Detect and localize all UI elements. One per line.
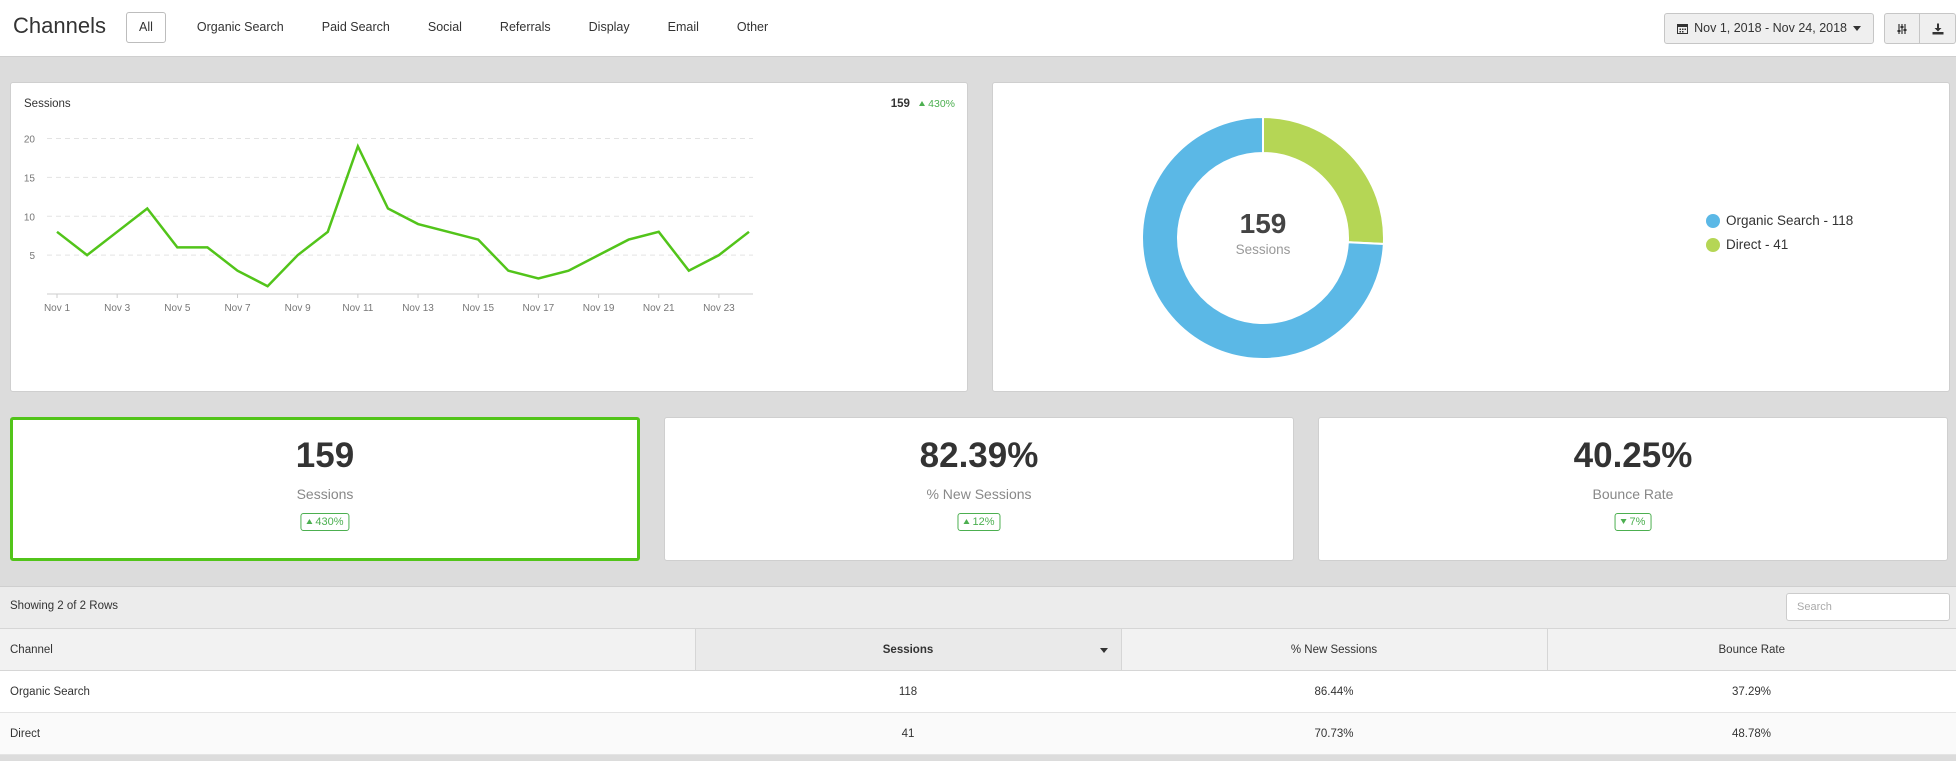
donut-slice-organic-search[interactable] xyxy=(1141,115,1385,360)
cell-sessions: 41 xyxy=(695,712,1121,755)
top-header: Channels All Organic Search Paid Search … xyxy=(0,0,1956,57)
tab-other[interactable]: Other xyxy=(736,20,769,34)
table-row[interactable]: Direct 41 70.73% 48.78% xyxy=(0,712,1956,755)
column-header-channel[interactable]: Channel xyxy=(0,628,696,671)
kpi-value: 40.25% xyxy=(1573,436,1693,475)
page-title: Channels xyxy=(13,13,106,38)
chevron-down-icon xyxy=(1853,26,1861,31)
x-tick-label: Nov 5 xyxy=(164,303,191,314)
x-tick-label: Nov 17 xyxy=(523,303,555,314)
x-tick-label: Nov 7 xyxy=(224,303,251,314)
kpi-change-value: 12% xyxy=(972,516,995,528)
kpi-value: 82.39% xyxy=(919,436,1039,475)
line-chart-total: 159 430% xyxy=(891,98,955,110)
kpi-label: Sessions xyxy=(296,486,354,502)
tab-social[interactable]: Social xyxy=(427,20,462,34)
kpi-change-badge: 430% xyxy=(300,513,350,531)
header-icon-group xyxy=(1884,13,1956,44)
tab-referrals[interactable]: Referrals xyxy=(499,20,551,34)
x-tick-label: Nov 11 xyxy=(342,303,373,314)
header-actions: Nov 1, 2018 - Nov 24, 2018 xyxy=(1664,13,1956,44)
column-header-bounce-rate[interactable]: Bounce Rate xyxy=(1547,628,1956,671)
sort-desc-icon xyxy=(1099,648,1108,653)
channel-donut-chart xyxy=(1141,115,1385,360)
donut-legend: Organic Search - 118 Direct - 41 xyxy=(1706,213,1853,261)
cell-sessions: 118 xyxy=(695,670,1121,713)
x-tick-label: Nov 9 xyxy=(285,303,312,314)
cell-new-sessions: 70.73% xyxy=(1121,712,1547,755)
y-tick-label: 20 xyxy=(24,135,36,146)
channel-donut-card: 159 Sessions Organic Search - 118 Direct… xyxy=(992,82,1950,392)
cell-bounce-rate: 48.78% xyxy=(1547,712,1956,755)
download-button[interactable] xyxy=(1920,13,1956,44)
y-tick-label: 15 xyxy=(24,173,36,184)
table-row[interactable]: Organic Search 118 86.44% 37.29% xyxy=(0,670,1956,713)
arrow-up-icon xyxy=(306,519,313,524)
x-tick-label: Nov 15 xyxy=(462,303,494,314)
kpi-value: 159 xyxy=(295,436,355,475)
column-header-sessions[interactable]: Sessions xyxy=(695,628,1122,671)
x-tick-label: Nov 21 xyxy=(643,303,675,314)
cell-new-sessions: 86.44% xyxy=(1121,670,1547,713)
arrow-down-icon xyxy=(1620,519,1627,524)
donut-center-value: 159 xyxy=(1239,208,1287,239)
x-tick-label: Nov 19 xyxy=(583,303,615,314)
search-input[interactable] xyxy=(1786,593,1950,621)
legend-dot-direct xyxy=(1706,237,1720,252)
line-chart-title: Sessions xyxy=(24,98,71,110)
kpi-change-value: 7% xyxy=(1629,516,1646,528)
arrow-up-icon xyxy=(919,101,926,106)
kpi-change-badge: 12% xyxy=(957,513,1001,531)
line-chart-total-value: 159 xyxy=(890,98,910,110)
settings-sliders-icon xyxy=(1897,23,1907,34)
tab-all[interactable]: All xyxy=(126,12,166,43)
sessions-line-chart: 5 10 15 20 Nov 1 Nov 3 Nov 5 Nov 7 Nov 9 Nov 11 No… xyxy=(24,135,753,314)
legend-dot-organic-search xyxy=(1706,213,1720,228)
column-header-label: Sessions xyxy=(882,643,934,656)
kpi-change-value: 430% xyxy=(315,516,344,528)
download-icon xyxy=(1932,23,1943,34)
sessions-line-chart-card: Sessions 159 430% 5 10 15 20 Nov 1 Nov 3 Nov 5… xyxy=(10,82,968,392)
cell-channel: Organic Search xyxy=(0,670,695,713)
kpi-bounce-rate[interactable]: 40.25% Bounce Rate 7% xyxy=(1318,417,1948,561)
kpi-label: % New Sessions xyxy=(926,486,1032,502)
line-chart-change-value: 430% xyxy=(928,98,955,110)
donut-center-label: Sessions xyxy=(1235,242,1291,257)
kpi-label: Bounce Rate xyxy=(1592,486,1674,502)
table-header-row: Channel Sessions % New Sessions Bounce R… xyxy=(0,628,1956,671)
calendar-icon xyxy=(1677,24,1689,34)
kpi-new-sessions[interactable]: 82.39% % New Sessions 12% xyxy=(664,417,1294,561)
tab-organic-search[interactable]: Organic Search xyxy=(196,20,284,34)
sessions-series-line xyxy=(56,143,750,288)
channel-tabs: All Organic Search Paid Search Social Re… xyxy=(126,12,789,43)
y-tick-label: 5 xyxy=(29,251,35,262)
x-tick-label: Nov 3 xyxy=(104,303,131,314)
row-count-text: Showing 2 of 2 Rows xyxy=(10,600,119,612)
legend-label: Direct - 41 xyxy=(1726,237,1789,252)
column-header-new-sessions[interactable]: % New Sessions xyxy=(1121,628,1548,671)
legend-label: Organic Search - 118 xyxy=(1726,213,1854,228)
date-range-label: Nov 1, 2018 - Nov 24, 2018 xyxy=(1694,21,1847,35)
settings-sliders-button[interactable] xyxy=(1884,13,1920,44)
donut-center: 159 Sessions xyxy=(1153,208,1373,257)
channels-table: Channel Sessions % New Sessions Bounce R… xyxy=(0,628,1956,755)
arrow-up-icon xyxy=(963,519,970,524)
line-chart-change-badge: 430% xyxy=(919,98,955,110)
y-tick-label: 10 xyxy=(24,212,36,223)
tab-display[interactable]: Display xyxy=(588,20,630,34)
kpi-sessions[interactable]: 159 Sessions 430% xyxy=(10,417,640,561)
legend-item-direct[interactable]: Direct - 41 xyxy=(1706,237,1853,252)
kpi-change-badge: 7% xyxy=(1614,513,1652,531)
cell-channel: Direct xyxy=(0,712,695,755)
legend-item-organic-search[interactable]: Organic Search - 118 xyxy=(1706,213,1853,228)
table-toolbar: Showing 2 of 2 Rows xyxy=(0,586,1956,628)
tab-email[interactable]: Email xyxy=(667,20,699,34)
cell-bounce-rate: 37.29% xyxy=(1547,670,1956,713)
date-range-button[interactable]: Nov 1, 2018 - Nov 24, 2018 xyxy=(1664,13,1874,44)
x-tick-label: Nov 13 xyxy=(402,303,434,314)
x-tick-label: Nov 1 xyxy=(44,303,71,314)
tab-paid-search[interactable]: Paid Search xyxy=(321,20,390,34)
x-tick-label: Nov 23 xyxy=(703,303,735,314)
